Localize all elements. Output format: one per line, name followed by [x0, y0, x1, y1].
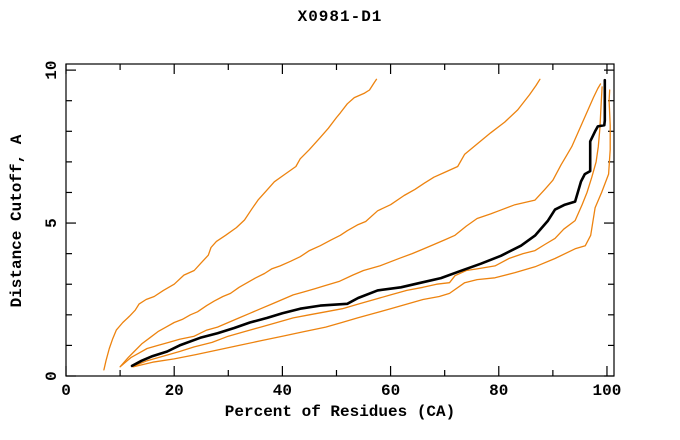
plot-frame — [65, 63, 615, 377]
x-axis-label: Percent of Residues (CA) — [224, 403, 456, 421]
y-axis-label: Distance Cutoff, A — [8, 134, 26, 308]
x-tick-label: 60 — [381, 382, 400, 400]
x-tick-label: 0 — [61, 382, 71, 400]
x-tick-label: 20 — [165, 382, 184, 400]
y-tick-label: 0 — [43, 371, 61, 381]
x-tick-label: 100 — [593, 382, 622, 400]
y-tick-label: 5 — [43, 218, 61, 228]
series-black-model-curve — [130, 78, 607, 368]
x-tick-label: 40 — [273, 382, 292, 400]
series-orange-curve-1 — [103, 78, 378, 371]
plot-title: X0981-D1 — [297, 8, 383, 26]
y-tick-label: 10 — [43, 61, 61, 80]
series-orange-curve-4 — [131, 86, 603, 368]
series-orange-curve-3 — [120, 83, 602, 367]
series-orange-curve-5 — [132, 89, 611, 368]
series-orange-curve-2 — [119, 78, 541, 368]
x-tick-label: 80 — [489, 382, 508, 400]
